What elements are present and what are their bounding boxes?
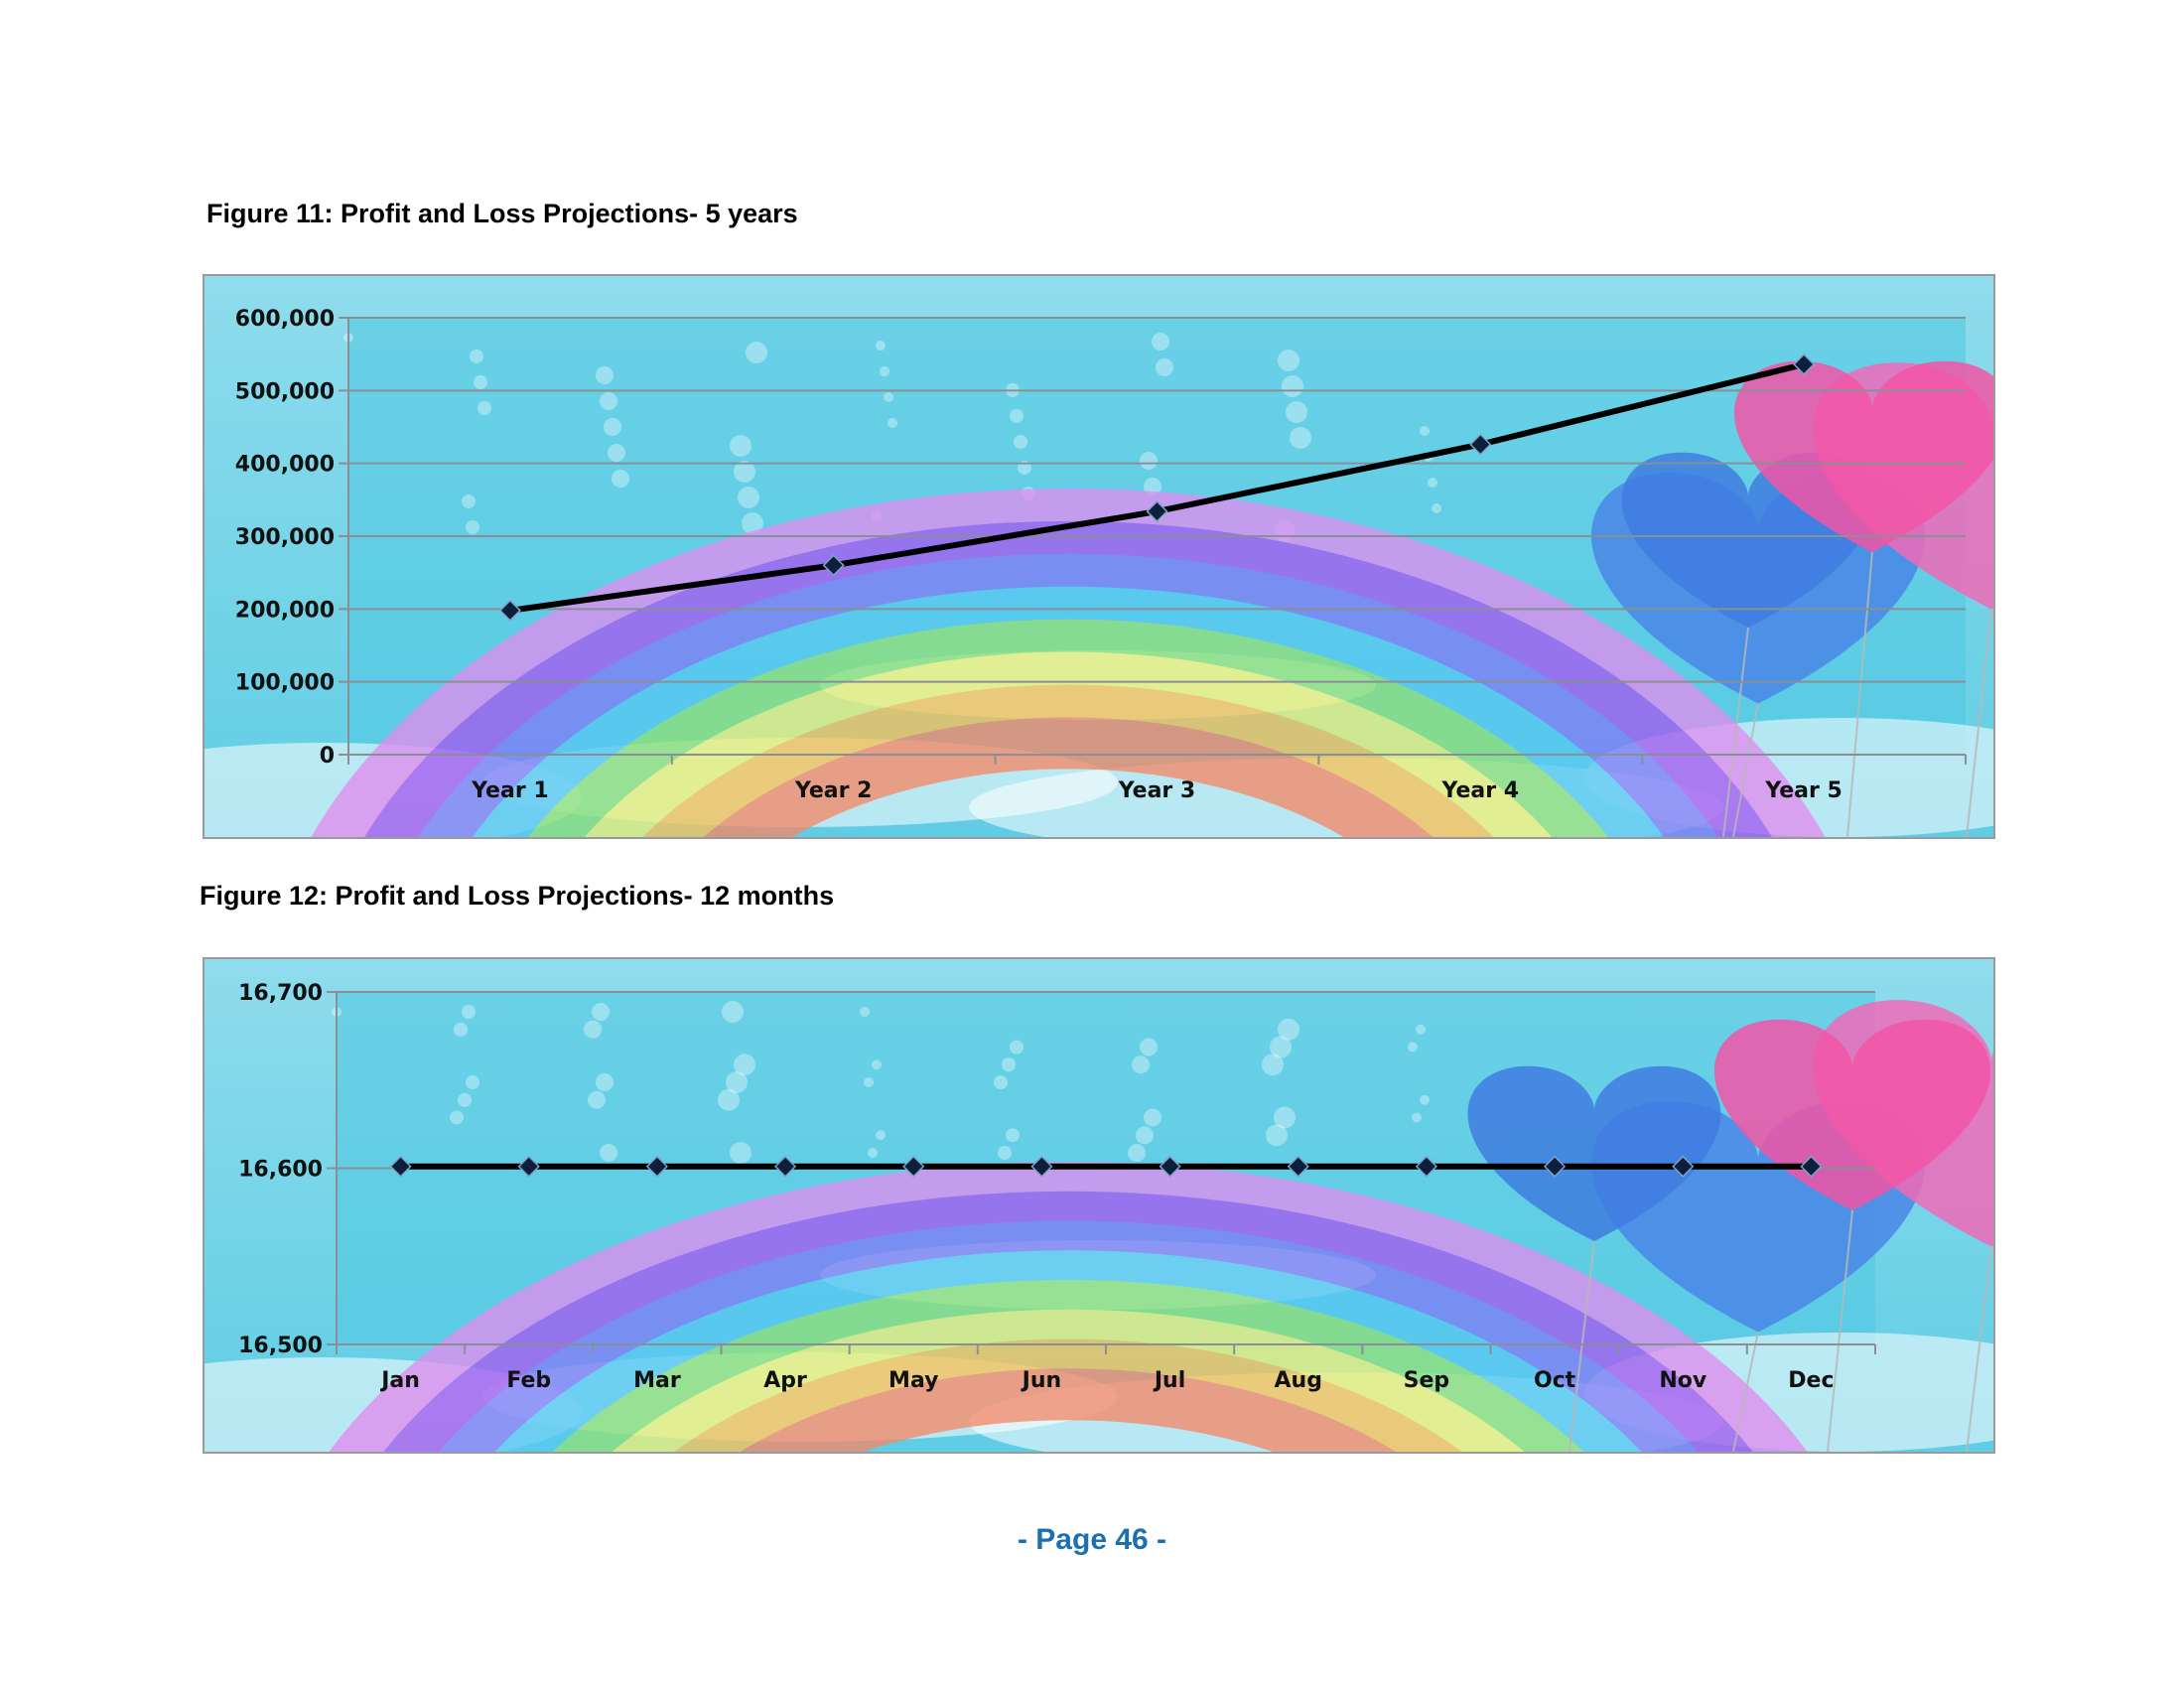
- chart-12-month-projection: 16,500 16,600 16,700 Jan Feb Mar Apr May Jun Jul A…: [203, 957, 1995, 1454]
- heart-balloon-3: [1733, 360, 1993, 837]
- data-point: [1793, 352, 1816, 375]
- rainbow-decoration: [329, 1162, 1808, 1452]
- data-point: [1672, 1155, 1695, 1178]
- heart-balloon-3: [1713, 1019, 1991, 1452]
- data-point: [1469, 433, 1492, 456]
- x-tick-label: Feb: [506, 1368, 551, 1393]
- x-tick-label: May: [888, 1368, 938, 1393]
- x-tick-label: Jul: [1153, 1368, 1185, 1393]
- data-point: [1287, 1155, 1309, 1178]
- y-tick-label: 200,000: [235, 598, 335, 623]
- y-tick-label: 500,000: [235, 379, 335, 404]
- chart-5-year-svg: 0 100,000 200,000 300,000 400,000 500,000 600,…: [205, 276, 1993, 837]
- x-tick-label: Jan: [379, 1368, 420, 1393]
- x-tick-label: Sep: [1404, 1368, 1450, 1393]
- data-point: [822, 554, 845, 577]
- x-tick-label: Year 3: [1118, 778, 1196, 803]
- y-tick-label: 400,000: [235, 453, 335, 478]
- x-tick-label: Mar: [633, 1368, 681, 1393]
- y-tick-label: 100,000: [235, 671, 335, 696]
- data-point: [1544, 1155, 1567, 1178]
- x-tick-label: Year 2: [794, 778, 873, 803]
- x-tick-label: Year 1: [471, 778, 549, 803]
- chart-5-year-projection: 0 100,000 200,000 300,000 400,000 500,000 600,…: [203, 274, 1995, 839]
- x-tick-label: Year 5: [1764, 778, 1843, 803]
- data-point: [1146, 500, 1168, 523]
- x-tick-label: Jun: [1021, 1368, 1062, 1393]
- data-point: [774, 1155, 797, 1178]
- heart-balloon-1: [1467, 1065, 1721, 1452]
- data-point: [902, 1155, 925, 1178]
- figure-11-caption: Figure 11: Profit and Loss Projections- …: [206, 199, 798, 228]
- data-point: [1159, 1155, 1181, 1178]
- data-point: [1030, 1155, 1053, 1178]
- data-point: [498, 599, 521, 622]
- y-tick-label: 600,000: [235, 307, 335, 332]
- x-tick-label: Nov: [1659, 1368, 1707, 1393]
- data-point: [645, 1155, 668, 1178]
- x-tick-label: Dec: [1788, 1368, 1834, 1393]
- y-tick-label: 16,700: [238, 981, 323, 1006]
- chart-12-month-svg: 16,500 16,600 16,700 Jan Feb Mar Apr May Jun Jul A…: [205, 959, 1993, 1452]
- rainbow-decoration: [311, 489, 1826, 837]
- y-tick-label: 300,000: [235, 525, 335, 550]
- x-tick-label: Aug: [1275, 1368, 1322, 1393]
- figure-12-caption: Figure 12: Profit and Loss Projections- …: [200, 881, 835, 911]
- page-number: - Page 46 -: [1017, 1523, 1167, 1556]
- y-tick-label: 16,500: [238, 1334, 323, 1358]
- data-point: [1800, 1155, 1823, 1178]
- y-tick-label: 16,600: [238, 1158, 323, 1183]
- data-point: [389, 1155, 412, 1178]
- y-tick-label: 0: [320, 744, 335, 769]
- data-point: [1415, 1155, 1437, 1178]
- data-point: [517, 1155, 540, 1178]
- x-tick-label: Year 4: [1441, 778, 1520, 803]
- x-tick-label: Apr: [763, 1368, 807, 1393]
- x-tick-label: Oct: [1534, 1368, 1576, 1393]
